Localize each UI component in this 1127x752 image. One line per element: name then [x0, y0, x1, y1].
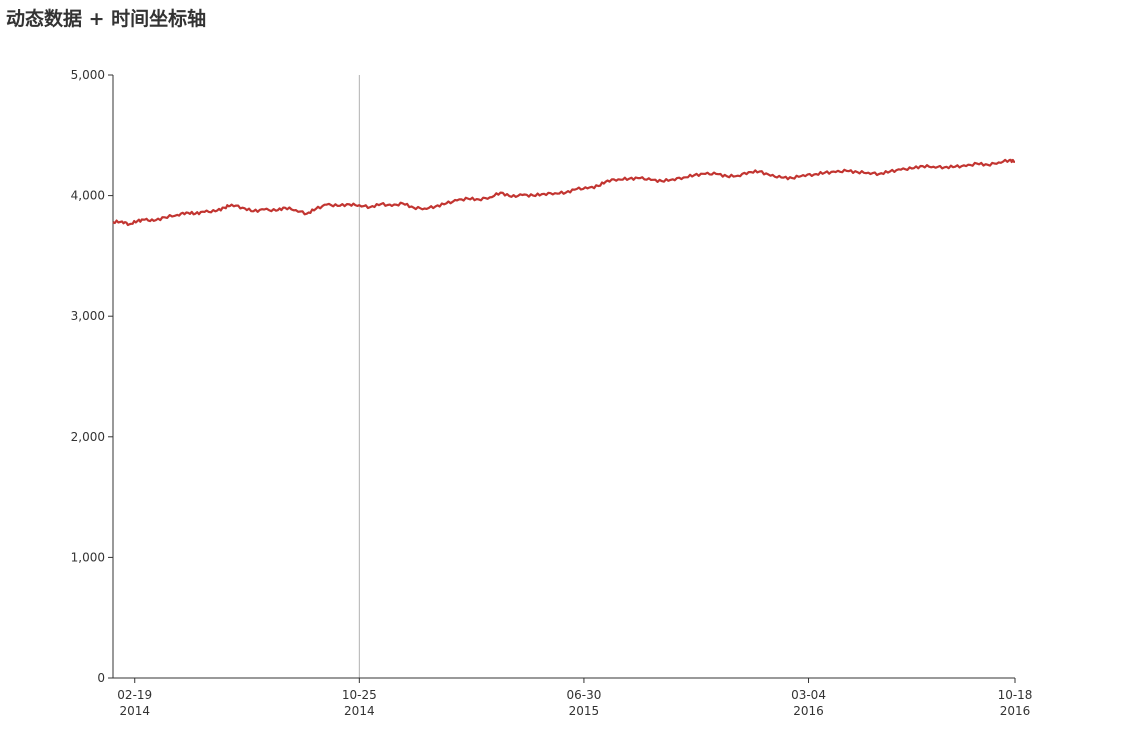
- y-tick-label: 4,000: [71, 189, 105, 203]
- y-tick-label: 2,000: [71, 430, 105, 444]
- y-tick-label: 0: [97, 671, 105, 685]
- x-tick-label-year: 2014: [344, 704, 375, 718]
- x-axis: 02-19 2014 10-25 2014 06-30 2015 03-04 2016 10-1…: [113, 677, 1033, 718]
- series-line-0[interactable]: [112, 158, 1015, 227]
- y-tick-label: 3,000: [71, 309, 105, 323]
- x-tick-label-date: 10-25: [342, 688, 377, 702]
- x-tick-label-date: 10-18: [998, 688, 1033, 702]
- y-tick-label: 5,000: [71, 68, 105, 82]
- x-tick-label-date: 03-04: [791, 688, 826, 702]
- series-layer[interactable]: [112, 158, 1015, 227]
- y-tick-label: 1,000: [71, 550, 105, 564]
- x-tick-label-year: 2015: [569, 704, 600, 718]
- x-tick-label-year: 2014: [119, 704, 150, 718]
- chart-title: 动态数据 + 时间坐标轴: [6, 8, 207, 30]
- x-tick-label-date: 02-19: [117, 688, 152, 702]
- x-tick-label-year: 2016: [793, 704, 824, 718]
- y-axis: 0 1,000 2,000 3,000 4,000 5,000: [71, 68, 114, 685]
- x-tick-label-date: 06-30: [566, 688, 601, 702]
- x-tick-label-year: 2016: [1000, 704, 1031, 718]
